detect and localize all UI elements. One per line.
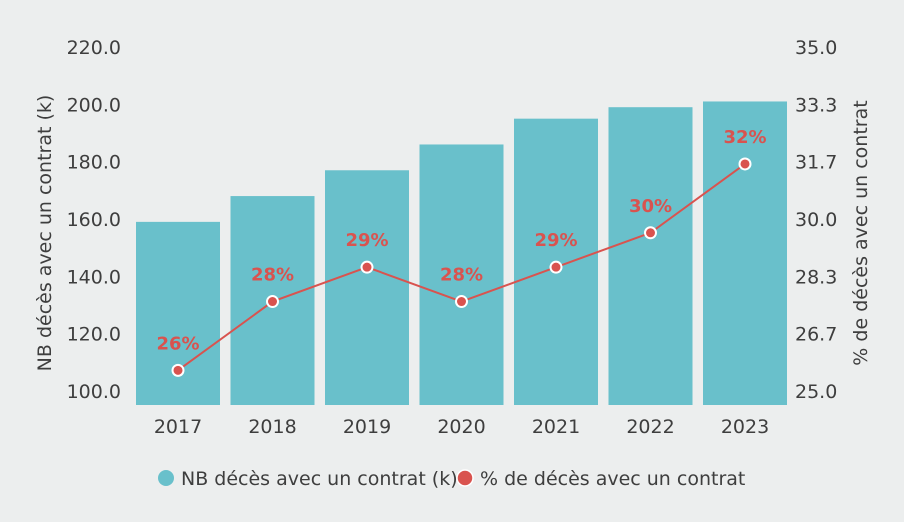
data-label: 29% [345,230,388,251]
line-point [360,260,374,274]
left-tick-label: 200.0 [67,94,121,116]
left-tick-label: 160.0 [67,209,121,231]
right-tick-label: 35.0 [795,37,837,59]
right-tick-label: 26.7 [795,324,837,346]
line-point [644,226,657,240]
data-label: 32% [723,127,766,148]
x-tick-label: 2019 [343,416,391,438]
x-tick-label: 2021 [532,416,580,438]
data-label: 28% [251,265,294,286]
bar [136,221,220,405]
legend-marker-bars [158,470,174,486]
line-series: 26% 28% 29% 28% 29% 30% 32% [156,127,767,377]
line-point [549,260,563,274]
left-axis-title: NB décès avec un contrat (k) [34,95,56,372]
left-axis: 220.0 200.0 180.0 160.0 140.0 120.0 100.0 [67,37,121,403]
left-tick-label: 140.0 [67,266,121,288]
x-axis: 2017 2018 2019 2020 2021 2022 2023 [154,416,769,438]
data-label: 30% [629,196,672,217]
right-tick-label: 25.0 [795,381,837,403]
line-point [738,157,752,171]
right-tick-label: 31.7 [795,152,837,174]
bar [608,107,693,405]
bar [419,144,504,405]
x-tick-label: 2023 [721,416,769,438]
bar [325,170,409,405]
right-tick-label: 33.3 [795,94,837,116]
data-label: 28% [440,265,483,286]
legend: NB décès avec un contrat (k) % de décès … [158,468,745,490]
x-tick-label: 2017 [154,416,202,438]
left-tick-label: 220.0 [67,37,121,59]
line-point [455,295,468,309]
x-tick-label: 2020 [437,416,485,438]
legend-label-bars: NB décès avec un contrat (k) [181,468,458,490]
left-tick-label: 120.0 [67,324,121,346]
line-point [266,295,279,309]
legend-label-line: % de décès avec un contrat [480,468,745,490]
left-tick-label: 100.0 [67,381,121,403]
left-tick-label: 180.0 [67,152,121,174]
right-tick-label: 30.0 [795,209,837,231]
right-axis: 35.0 33.3 31.7 30.0 28.3 26.7 25.0 [795,37,837,403]
legend-marker-line [456,469,474,487]
right-tick-label: 28.3 [795,266,837,288]
x-tick-label: 2022 [626,416,674,438]
line-point [171,363,185,377]
data-label: 29% [534,230,577,251]
x-tick-label: 2018 [248,416,296,438]
bar-series [136,101,787,406]
right-axis-title: % de décès avec un contrat [850,100,872,365]
data-label: 26% [156,333,199,354]
bar [703,101,787,405]
